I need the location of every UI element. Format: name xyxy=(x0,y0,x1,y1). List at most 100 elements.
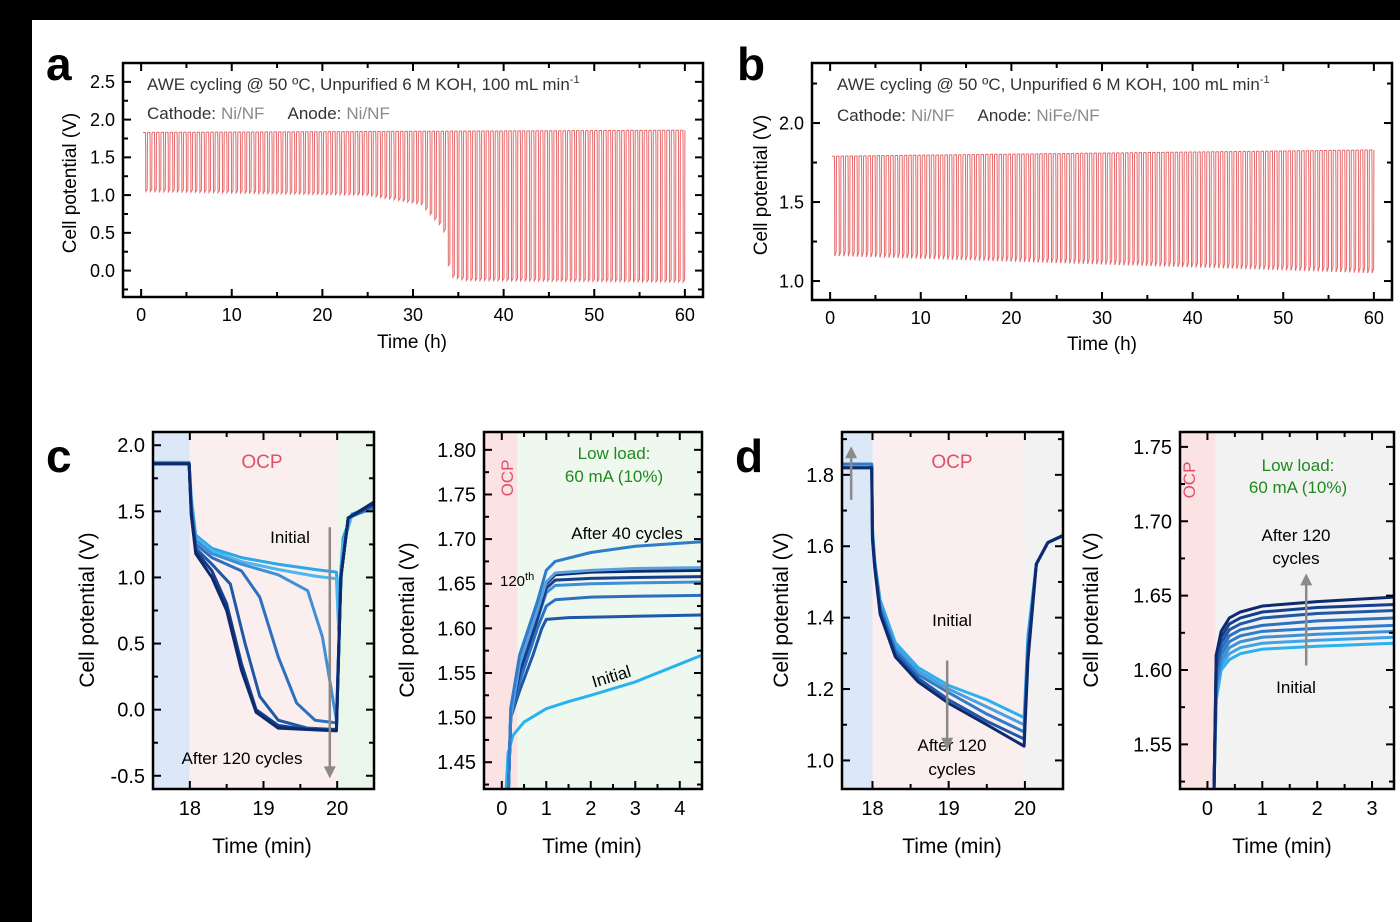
panel-d-right-series-line xyxy=(1212,595,1395,790)
panel-c-left-ytick-label: -0.5 xyxy=(111,766,145,788)
panel-b-xtick-label: 10 xyxy=(911,308,931,328)
panel-c-right-ylabel: Cell potential (V) xyxy=(396,542,419,697)
panel-d-right-ytick-label: 1.65 xyxy=(1133,586,1172,608)
panel-a-xtick-label: 20 xyxy=(312,305,332,325)
panel-d-right-xtick-label: 0 xyxy=(1202,798,1213,820)
panel-b-xtick-label: 20 xyxy=(1001,308,1021,328)
panel-a: a 0 10 20 30 40 50 60 0.0 0.5 1.0 1.5 2.0 2.5 AWE cy… xyxy=(46,38,705,353)
panel-d-right-region xyxy=(1180,432,1216,789)
panel-a-ytick-label: 0.0 xyxy=(90,261,115,281)
panel-d-right: 0 1 2 3 1.55 1.60 1.65 1.70 1.75 OCP Low load: 6… xyxy=(1080,430,1396,858)
panel-c-right-ytick-label: 1.70 xyxy=(437,529,476,551)
panel-c-left: 18 19 20 -0.5 0.0 0.5 1.0 1.5 2.0 OCP Initial Af… xyxy=(76,430,376,858)
panel-d-right-xlabel: Time (min) xyxy=(1232,835,1332,858)
panel-b-xlabel: Time (h) xyxy=(1067,334,1137,355)
panel-b-xtick-label: 40 xyxy=(1183,308,1203,328)
panel-d-right-arrow xyxy=(1300,573,1313,666)
panel-d-right-load-label-2: 60 mA (10%) xyxy=(1249,478,1347,497)
panel-c-left-axes: 18 19 20 -0.5 0.0 0.5 1.0 1.5 2.0 xyxy=(111,430,376,820)
panel-d-left-region xyxy=(872,432,1025,789)
panel-d-right-initial-label: Initial xyxy=(1276,678,1316,697)
panel-d-right-axes: 0 1 2 3 1.55 1.60 1.65 1.70 1.75 xyxy=(1133,430,1396,820)
panel-d-left-ytick-label: 1.2 xyxy=(806,679,834,701)
panel-c-right-load-label-1: Low load: xyxy=(578,444,651,463)
panel-d-right-arrow-head xyxy=(1300,573,1313,586)
panel-d-left-data xyxy=(842,462,1064,748)
panel-c-right-ytick-label: 1.45 xyxy=(437,752,476,774)
panel-c-left-ocp-label: OCP xyxy=(241,452,282,473)
panel-d-left-frame xyxy=(840,430,1065,791)
panel-a-ytick-label: 1.5 xyxy=(90,148,115,168)
panel-d-left-ocp-label: OCP xyxy=(931,452,972,473)
panel-d-left-axes: 18 19 20 1.0 1.2 1.4 1.6 1.8 xyxy=(806,430,1065,820)
panel-d-left-ytick-label: 1.8 xyxy=(806,465,834,487)
panel-c-right-ocp-label: OCP xyxy=(498,460,517,497)
panel-c-right-xtick-label: 0 xyxy=(496,798,507,820)
panel-d-right-ocp-label: OCP xyxy=(1180,462,1199,499)
panel-c-right-series-line xyxy=(506,540,703,790)
panel-d-right-ytick-label: 1.60 xyxy=(1133,660,1172,682)
panel-c-left-region xyxy=(337,432,374,789)
panel-d-right-ytick-label: 1.55 xyxy=(1133,734,1172,756)
panel-d-right-xtick-label: 3 xyxy=(1366,798,1377,820)
panel-d-right-ytick-label: 1.75 xyxy=(1133,437,1172,459)
panel-a-xtick-label: 10 xyxy=(222,305,242,325)
panel-c-right-xtick-label: 2 xyxy=(585,798,596,820)
panel-a-xtick-label: 40 xyxy=(494,305,514,325)
panel-d-left-arrow-down-head xyxy=(941,737,954,750)
panel-b-ytick-label: 1.0 xyxy=(779,271,804,291)
panel-c-right-frame xyxy=(482,430,704,791)
panel-c-right-ytick-label: 1.50 xyxy=(437,708,476,730)
panel-a-ytick-label: 0.5 xyxy=(90,223,115,243)
panel-d-left-xtick-label: 20 xyxy=(1014,798,1036,820)
panel-d-right-data xyxy=(1212,595,1395,790)
panel-c-left-region xyxy=(153,432,190,789)
panel-c-left-arrow-head xyxy=(323,766,336,779)
panel-d-left-xtick-label: 18 xyxy=(861,798,883,820)
panel-d-left-initial-label: Initial xyxy=(932,611,972,630)
panel-d-left-ylabel: Cell potential (V) xyxy=(770,532,793,687)
panel-a-xtick-label: 0 xyxy=(136,305,146,325)
panel-a-data xyxy=(142,129,686,284)
panel-b-xtick-label: 50 xyxy=(1273,308,1293,328)
panel-b-xtick-label: 60 xyxy=(1364,308,1384,328)
panel-a-xtick-label: 30 xyxy=(403,305,423,325)
panel-letter-d: d xyxy=(735,430,763,482)
panel-c-left-after-label: After 120 cycles xyxy=(182,749,303,768)
panel-a-axes: 0 10 20 30 40 50 60 0.0 0.5 1.0 1.5 2.0 2.5 xyxy=(90,61,705,325)
panel-c-right-data xyxy=(504,540,703,790)
panel-d-left: 18 19 20 1.0 1.2 1.4 1.6 1.8 OCP Initial After … xyxy=(770,430,1065,858)
panel-d-right-frame xyxy=(1178,430,1396,791)
panel-d-left-arrows xyxy=(845,446,954,750)
panel-c-left-data xyxy=(153,460,375,733)
panel-d-left-series-line xyxy=(842,466,1064,748)
panel-d-right-ylabel: Cell potential (V) xyxy=(1080,532,1103,687)
panel-d-left-xtick-label: 19 xyxy=(938,798,960,820)
panel-letter-a: a xyxy=(46,38,72,90)
panel-c-right-region xyxy=(517,432,702,789)
panel-c-right-ytick-label: 1.60 xyxy=(437,618,476,640)
panel-a-ytick-label: 2.0 xyxy=(90,110,115,130)
panel-a-ylabel: Cell potential (V) xyxy=(60,113,81,253)
panel-c-right-120th-label: 120th xyxy=(500,571,534,590)
panel-b-annotation: AWE cycling @ 50 ºC, Unpurified 6 M KOH,… xyxy=(837,74,1270,94)
panel-c-left-ytick-label: 1.5 xyxy=(117,501,145,523)
panel-b-annotation-sup: -1 xyxy=(1260,74,1270,86)
panel-c-left-xtick-label: 20 xyxy=(326,798,348,820)
panel-d-right-after-label-1: After 120 xyxy=(1262,526,1331,545)
panel-c-left-ytick-label: 0.0 xyxy=(117,700,145,722)
panel-c-right-regions xyxy=(484,432,702,789)
panel-d-right-load-label-1: Low load: xyxy=(1262,456,1335,475)
panel-c-right: 0 1 2 3 4 1.45 1.50 1.55 1.60 1.65 1.70 1.75 1.80 OC… xyxy=(396,430,704,858)
panel-d-left-arrow-up-head xyxy=(845,446,858,459)
panel-b-xtick-label: 0 xyxy=(825,308,835,328)
panel-c-right-ytick-label: 1.65 xyxy=(437,574,476,596)
panel-letter-b: b xyxy=(737,38,765,90)
panel-c-left-initial-label: Initial xyxy=(270,528,310,547)
panel-a-xtick-label: 50 xyxy=(584,305,604,325)
panel-c-right-axes: 0 1 2 3 4 1.45 1.50 1.55 1.60 1.65 1.70 1.75 1.80 xyxy=(437,430,704,820)
panel-a-series-line xyxy=(142,129,686,284)
panel-d-left-after-label-1: After 120 xyxy=(918,736,987,755)
figure: a 0 10 20 30 40 50 60 0.0 0.5 1.0 1.5 2.0 2.5 AWE cy… xyxy=(32,20,1400,922)
panel-b-data xyxy=(831,149,1375,274)
